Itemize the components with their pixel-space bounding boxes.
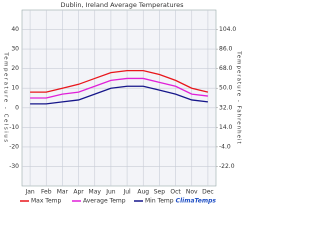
y2-axis-label: Temperature - Fahrenheit <box>236 50 242 144</box>
y2-tick-label: 14.0 <box>219 124 233 131</box>
x-tick-label: Nov <box>186 189 198 196</box>
x-tick-label: Jul <box>122 189 131 196</box>
y-tick-label: -10 <box>9 124 19 131</box>
legend-label: Average Temp <box>83 198 126 205</box>
y-tick-label: -20 <box>9 143 19 150</box>
y2-tick-label: 104.0 <box>219 26 236 33</box>
series-line <box>30 77 208 99</box>
y2-tick-label: 86.0 <box>219 46 233 53</box>
series-line <box>30 85 208 105</box>
legend-label: Max Temp <box>31 198 61 205</box>
y2-tick-label: -22.0 <box>219 163 235 170</box>
legend-label: Min Temp <box>145 198 174 205</box>
x-tick-label: Aug <box>137 189 149 196</box>
x-tick-label: Mar <box>57 189 69 196</box>
series-line <box>30 69 209 93</box>
plot-area <box>21 9 217 187</box>
y-tick-label: 10 <box>11 85 19 92</box>
y-tick-label: -30 <box>9 163 19 170</box>
y2-tick-label: 32.0 <box>219 104 233 111</box>
x-tick-label: Feb <box>41 189 52 196</box>
y2-tick-label: 68.0 <box>219 65 233 72</box>
x-tick-label: Jan <box>24 189 34 196</box>
x-tick-label: May <box>89 189 102 196</box>
chart: Dublin, Ireland Average Temperatures Tem… <box>3 1 242 205</box>
y-axis-label: Temperature - Celsius <box>3 51 9 143</box>
y-tick-label: 0 <box>15 104 19 111</box>
x-tick-label: Apr <box>73 189 84 196</box>
x-tick-label: Jun <box>105 189 116 196</box>
y-tick-label: 40 <box>11 26 19 33</box>
y-tick-label: 20 <box>11 65 19 72</box>
x-tick-label: Oct <box>170 189 181 196</box>
y2-tick-label: -4.0 <box>219 143 231 150</box>
y2-tick-label: 50.0 <box>219 85 233 92</box>
y-tick-label: 30 <box>11 46 19 53</box>
source-link[interactable]: ClimaTemps <box>176 198 217 205</box>
x-tick-label: Sep <box>154 189 166 196</box>
x-tick-label: Dec <box>202 189 214 196</box>
chart-title: Dublin, Ireland Average Temperatures <box>61 1 185 9</box>
